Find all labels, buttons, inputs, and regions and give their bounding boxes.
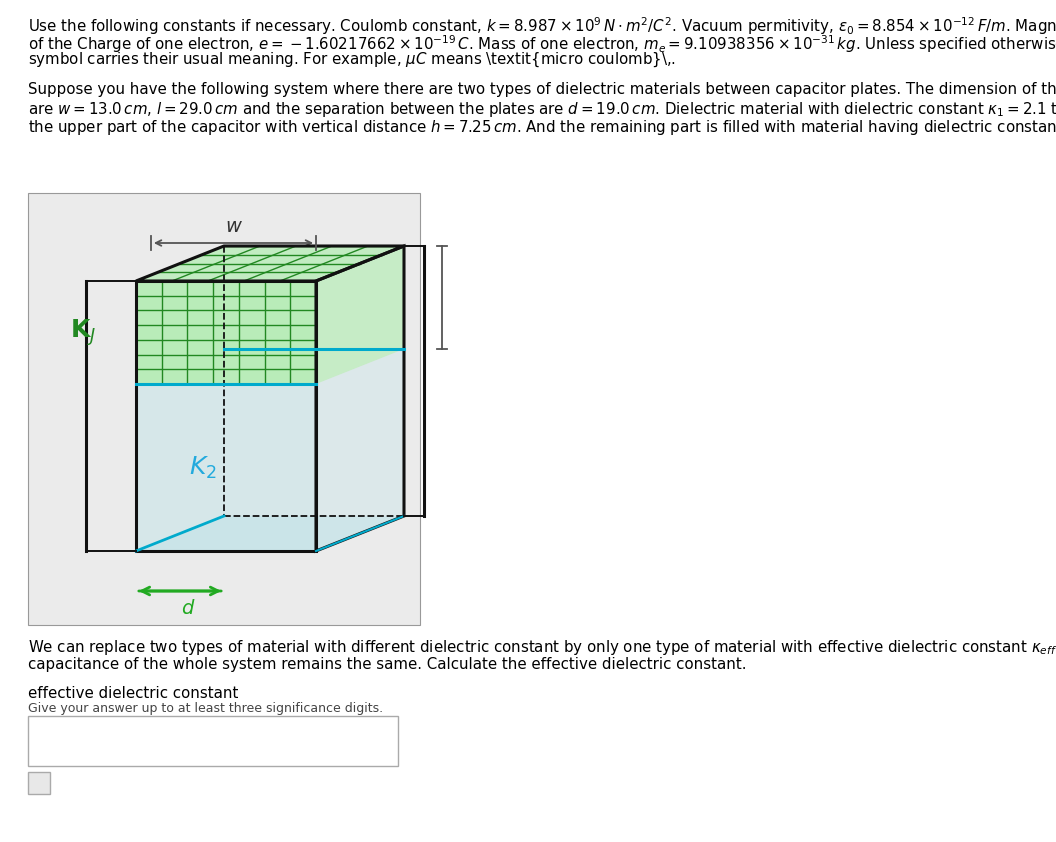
- Bar: [29, 716, 398, 766]
- Text: $d$: $d$: [181, 600, 195, 619]
- Text: We can replace two types of material with different dielectric constant by only : We can replace two types of material wit…: [29, 638, 1056, 657]
- Polygon shape: [136, 384, 316, 551]
- Text: Give your answer up to at least three significance digits.: Give your answer up to at least three si…: [29, 702, 383, 715]
- Polygon shape: [136, 246, 404, 281]
- Polygon shape: [136, 516, 404, 551]
- Polygon shape: [316, 246, 404, 384]
- Text: the upper part of the capacitor with vertical distance $h = 7.25 \, cm$. And the: the upper part of the capacitor with ver…: [29, 118, 1056, 137]
- Text: effective dielectric constant: effective dielectric constant: [29, 686, 239, 701]
- Text: capacitance of the whole system remains the same. Calculate the effective dielec: capacitance of the whole system remains …: [29, 657, 747, 672]
- Text: of the Charge of one electron, $e = -1.60217662 \times 10^{-19} \, C$. Mass of o: of the Charge of one electron, $e = -1.6…: [29, 33, 1056, 55]
- Bar: [29, 772, 50, 794]
- Polygon shape: [136, 281, 316, 384]
- Text: $\mathbf{K}_J$: $\mathbf{K}_J$: [70, 317, 96, 348]
- Text: $w$: $w$: [225, 217, 243, 237]
- Text: $K_2$: $K_2$: [189, 455, 216, 481]
- Text: symbol carries their usual meaning. For example, $\mu C$ means \textit{micro cou: symbol carries their usual meaning. For …: [29, 51, 676, 69]
- Text: Use the following constants if necessary. Coulomb constant, $k = 8.987 \times 10: Use the following constants if necessary…: [29, 15, 1056, 37]
- Polygon shape: [316, 349, 404, 551]
- Bar: [29, 193, 420, 625]
- Text: are $w = 13.0 \, cm$, $l = 29.0 \, cm$ and the separation between the plates are: are $w = 13.0 \, cm$, $l = 29.0 \, cm$ a…: [29, 100, 1056, 119]
- Text: Suppose you have the following system where there are two types of dielectric ma: Suppose you have the following system wh…: [29, 82, 1056, 97]
